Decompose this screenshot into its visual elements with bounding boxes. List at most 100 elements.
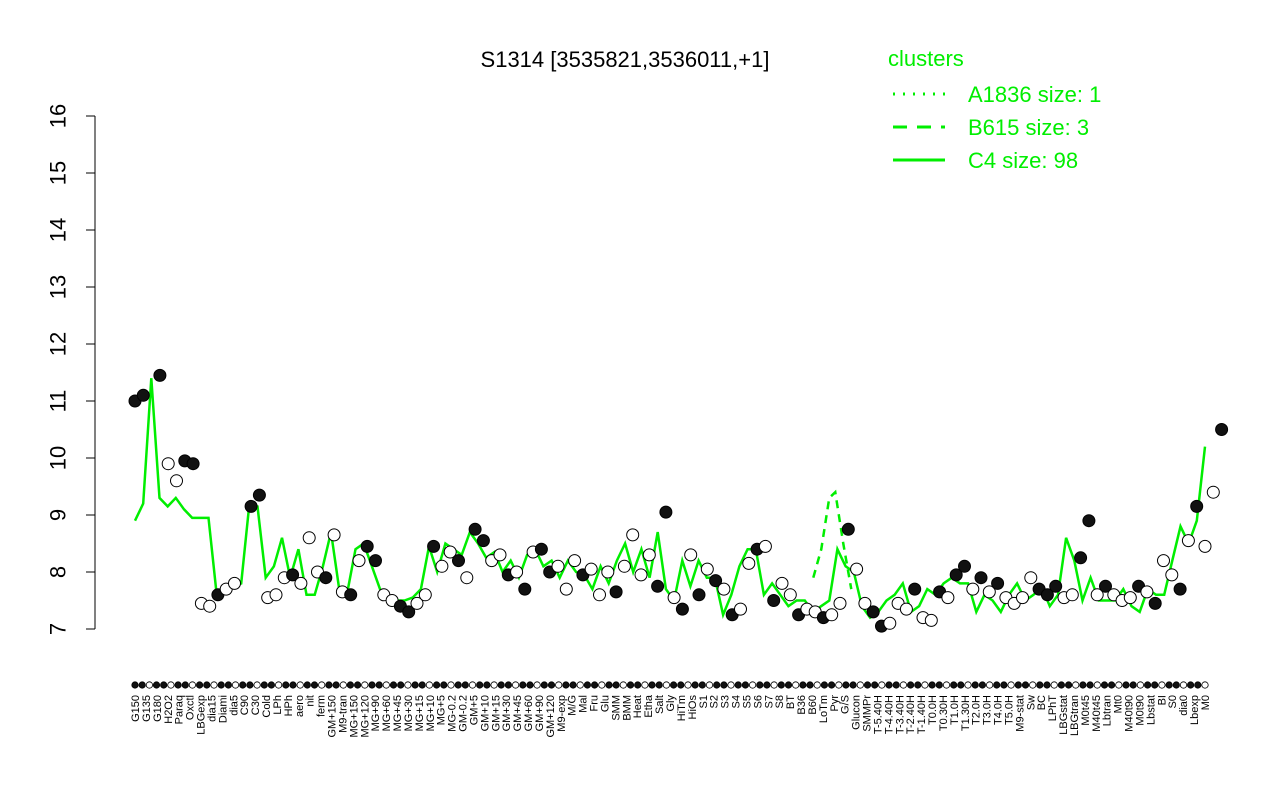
data-point <box>269 588 283 602</box>
data-point <box>609 585 623 599</box>
x-tick-mark <box>138 681 146 689</box>
data-point <box>244 499 258 513</box>
x-tick-mark <box>634 681 642 689</box>
x-tick-label: HPh <box>283 695 295 716</box>
x-tick-mark <box>533 681 541 689</box>
data-point <box>825 608 839 622</box>
x-tick-label: S8 <box>774 695 786 708</box>
x-tick-mark <box>856 681 864 689</box>
data-point <box>1215 423 1229 436</box>
x-tick-mark <box>756 681 764 689</box>
x-tick-label: M9-tran <box>337 695 349 733</box>
x-tick-mark <box>217 681 225 689</box>
x-tick-label: GM+30 <box>501 695 513 731</box>
data-point <box>783 588 797 602</box>
y-tick-label: 10 <box>46 446 71 470</box>
x-tick-label: Mal <box>578 695 590 713</box>
data-point <box>1165 568 1179 582</box>
data-point <box>734 602 747 616</box>
x-tick-label: dia0 <box>1178 695 1190 716</box>
data-point <box>841 522 855 536</box>
data-point <box>974 571 988 585</box>
x-tick-mark <box>1043 681 1051 689</box>
x-tick-mark <box>231 681 240 689</box>
x-tick-mark <box>296 681 304 689</box>
x-tick-mark <box>411 681 419 689</box>
x-tick-label: Lbstat <box>1145 695 1157 725</box>
x-tick-mark <box>777 681 785 689</box>
x-tick-mark <box>748 681 757 689</box>
data-point <box>667 591 681 605</box>
x-tick-mark <box>1187 681 1195 689</box>
x-tick-label: T-3.40H <box>894 695 906 734</box>
data-point <box>949 568 963 582</box>
x-tick-mark <box>827 681 836 689</box>
x-tick-label: MG+90 <box>370 695 382 731</box>
x-tick-label: M40t90 <box>1124 695 1136 732</box>
x-tick-mark <box>368 681 376 689</box>
x-tick-mark <box>583 681 592 689</box>
x-tick-label: MG+30 <box>403 695 415 731</box>
x-tick-mark <box>353 681 362 689</box>
data-point <box>427 539 441 553</box>
x-tick-mark <box>274 681 283 689</box>
x-tick-label: C30 <box>250 695 262 715</box>
x-tick-mark <box>914 681 922 689</box>
x-tick-label: MG+150 <box>348 695 360 738</box>
x-tick-label: T-2.40H <box>905 695 917 734</box>
data-point <box>252 488 266 502</box>
data-point <box>468 522 482 536</box>
y-tick-label: 15 <box>46 161 71 185</box>
x-tick-label: LPh <box>272 695 284 715</box>
x-tick-label: T-1.40H <box>916 695 928 734</box>
x-tick-label: Etha <box>643 694 655 718</box>
x-tick-label: MG+45 <box>392 695 404 731</box>
data-point <box>1190 499 1204 513</box>
data-point <box>493 548 507 562</box>
x-tick-mark <box>526 681 534 689</box>
x-tick-label: T0.30H <box>938 695 950 731</box>
x-tick-mark <box>203 681 211 689</box>
x-tick-label: S0 <box>1167 695 1179 708</box>
data-point <box>302 531 316 545</box>
data-point <box>601 565 615 579</box>
x-tick-label: S7 <box>763 695 775 708</box>
data-point <box>294 576 308 590</box>
x-tick-mark <box>1021 681 1030 689</box>
data-point <box>534 542 548 556</box>
x-tick-label: G135 <box>141 695 153 722</box>
x-tick-label: G/S <box>840 695 852 714</box>
x-tick-mark <box>432 681 441 689</box>
data-point <box>651 579 665 593</box>
x-tick-mark <box>418 681 426 689</box>
data-point <box>161 457 175 471</box>
x-tick-mark <box>662 681 671 689</box>
data-point <box>452 554 465 568</box>
data-point <box>402 605 416 619</box>
x-tick-mark <box>598 681 606 689</box>
x-tick-mark <box>332 681 340 689</box>
x-tick-label: MG+60 <box>381 695 393 731</box>
x-tick-mark <box>318 681 326 689</box>
data-point <box>136 388 150 402</box>
x-tick-mark <box>303 681 311 689</box>
data-point <box>1123 591 1137 605</box>
y-tick-label: 13 <box>46 275 71 299</box>
y-tick-label: 9 <box>46 509 71 521</box>
data-point <box>170 474 183 488</box>
x-tick-label: C90 <box>239 695 251 715</box>
x-tick-mark <box>842 681 850 689</box>
x-tick-label: GM+60 <box>523 695 535 731</box>
data-point <box>1148 596 1162 610</box>
x-tick-mark <box>389 681 398 689</box>
x-tick-label: BMM <box>621 695 633 721</box>
x-tick-label: HiOs <box>687 695 699 720</box>
x-tick-mark <box>813 681 821 689</box>
x-tick-mark <box>835 681 843 689</box>
data-point <box>1074 551 1088 565</box>
x-tick-mark <box>131 681 139 689</box>
x-tick-label: dia5 <box>228 695 240 716</box>
data-point <box>742 556 756 570</box>
x-tick-mark <box>267 681 275 689</box>
